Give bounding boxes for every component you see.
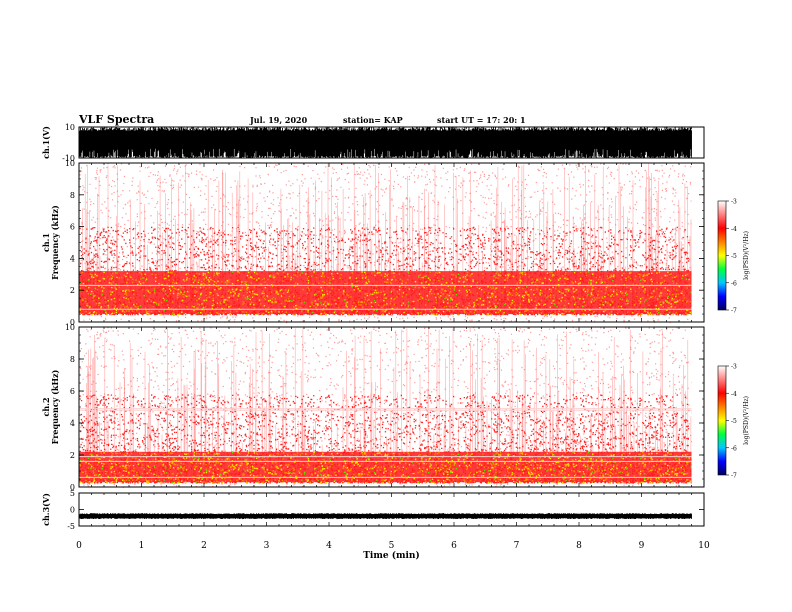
time-tick-label: 3 [264, 541, 270, 551]
ch3-waveform-ytick-label: 5 [70, 489, 75, 498]
ch2-spectrogram-speckle-yellow [79, 451, 692, 484]
time-axis: 0 1 2 3 4 5 6 7 8 9 10 Time (min) [76, 541, 710, 561]
ch1-spectrogram-speckle-red [79, 226, 693, 316]
ch2-colorbar-tick-label: -3 [731, 364, 737, 371]
ch2-spectrogram-ytick-label: 10 [65, 323, 75, 332]
time-tick-label: 0 [76, 541, 82, 551]
ch2-spectrogram-ylabel-channel: ch.2 [41, 397, 51, 416]
ch1-spectrogram-speckle-orange [79, 271, 693, 316]
ch2-colorbar-label: log(PSD)(V²/Hz) [743, 396, 750, 445]
ch3-waveform-frame [78, 492, 705, 527]
ch1-waveform-trace [78, 127, 692, 158]
station-label: station= KAP [343, 115, 403, 125]
ch3-waveform-trace [78, 513, 692, 520]
time-tick-label: 10 [698, 541, 710, 551]
ch2-spectrogram-panel: 0 2 4 6 8 10 ch.2 Frequency (kHz) [41, 323, 705, 492]
ch1-spectrogram-ylabel: Frequency (kHz) [50, 205, 60, 280]
ch2-colorbar-tick-label: -5 [731, 418, 737, 425]
ch2-spectrogram-ylabel: Frequency (kHz) [50, 369, 60, 444]
ch1-spectrogram-ytick-label: 10 [65, 159, 75, 168]
ch2-spectrogram-ytick-label: 0 [70, 483, 75, 492]
ch2-colorbar-tick-label: -6 [731, 445, 737, 452]
start-time-label: start UT = 17: 20: 1 [437, 115, 526, 125]
ch1-spectrogram-empty-tail [691, 163, 704, 322]
time-tick-label: 9 [639, 541, 645, 551]
ch2-colorbar-gradient [717, 365, 727, 476]
ch1-colorbar-tick-label: -7 [731, 308, 737, 315]
ch1-colorbar-tick-label: -5 [731, 253, 737, 260]
ch1-colorbar-tick-label: -6 [731, 280, 737, 287]
ch2-colorbar-tick-label: -7 [731, 473, 737, 480]
ch1-waveform-ylabel: ch.1(V) [41, 126, 51, 159]
ch2-spectrogram-ytick-label: 2 [70, 451, 75, 460]
time-axis-label: Time (min) [363, 550, 420, 561]
time-tick-label: 7 [514, 541, 520, 551]
ch1-spectrogram-ytick-label: 4 [70, 254, 75, 263]
ch1-colorbar-tick-label: -3 [731, 199, 737, 206]
time-tick-label: 4 [326, 541, 332, 551]
ch3-waveform-ytick-label: -5 [67, 522, 75, 531]
ch3-waveform-ylabel: ch.3(V) [41, 493, 51, 526]
ch1-spectrogram-panel: 0 2 4 6 8 10 ch.1 Frequency (kHz) [41, 159, 705, 327]
ch2-colorbar: -3 -4 -5 -6 -7 log(PSD)(V²/Hz) [717, 364, 750, 480]
ch2-spectrogram-ytick-label: 4 [70, 419, 75, 428]
date-label: Jul. 19, 2020 [250, 115, 308, 125]
ch1-spectrogram-ytick-label: 8 [70, 191, 75, 200]
ch1-waveform-ytick-label: 10 [65, 123, 75, 132]
ch2-spectrogram-speckle-orange [79, 451, 693, 484]
ch2-colorbar-tick-label: -4 [731, 391, 737, 398]
time-tick-label: 6 [451, 541, 457, 551]
ch1-spectrogram-ytick-label: 2 [70, 286, 75, 295]
ch1-waveform-panel: 10 -10 ch.1(V) [41, 123, 705, 163]
chart-title: VLF Spectra [79, 113, 155, 126]
ch1-colorbar-label: log(PSD)(V²/Hz) [743, 231, 750, 280]
ch3-waveform-panel: 5 0 -5 ch.3(V) [41, 489, 705, 531]
time-tick-label: 1 [139, 541, 145, 551]
ch2-spectrogram-ytick-label: 6 [70, 387, 75, 396]
ch1-spectrogram-ylabel-channel: ch.1 [41, 233, 51, 252]
ch1-spectrogram-speckle-yellow [79, 271, 692, 316]
ch1-colorbar-tick-label: -4 [731, 226, 737, 233]
ch1-waveform-ytick-label: -10 [62, 154, 75, 163]
ch1-spectrogram-ytick-label: 6 [70, 223, 75, 232]
ch2-spectrogram-empty-tail [691, 327, 704, 487]
ch1-colorbar: -3 -4 -5 -6 -7 log(PSD)(V²/Hz) [717, 199, 750, 315]
ch1-spectrogram-ytick-label: 0 [70, 318, 75, 327]
time-tick-label: 2 [201, 541, 207, 551]
time-tick-label: 8 [576, 541, 582, 551]
ch3-waveform-ytick-label: 0 [70, 506, 75, 515]
ch2-spectrogram-ytick-label: 8 [70, 355, 75, 364]
ch1-colorbar-gradient [717, 200, 727, 311]
time-tick-label: 5 [389, 541, 395, 551]
